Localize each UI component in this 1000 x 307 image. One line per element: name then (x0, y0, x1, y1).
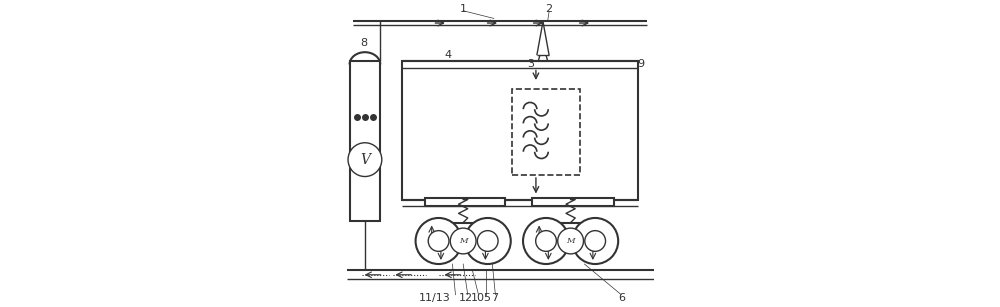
Text: 3: 3 (527, 60, 534, 69)
Circle shape (450, 228, 476, 254)
Text: 1: 1 (460, 4, 467, 14)
Text: 2: 2 (546, 4, 553, 14)
Circle shape (585, 231, 606, 251)
Text: 9: 9 (638, 60, 645, 69)
Text: V: V (360, 153, 370, 167)
Text: M: M (459, 237, 467, 245)
Circle shape (465, 218, 511, 264)
Circle shape (523, 218, 569, 264)
Text: 7: 7 (491, 293, 498, 303)
Circle shape (348, 143, 382, 177)
Circle shape (558, 228, 584, 254)
Text: 5: 5 (483, 293, 490, 303)
Circle shape (572, 218, 618, 264)
Text: 4: 4 (444, 50, 451, 60)
Text: 8: 8 (360, 38, 367, 48)
Circle shape (536, 231, 556, 251)
Text: 12: 12 (459, 293, 473, 303)
Text: 11/13: 11/13 (419, 293, 450, 303)
Text: M: M (566, 237, 575, 245)
Bar (425, 198, 505, 206)
Bar (350, 61, 380, 221)
Bar (512, 89, 580, 175)
Bar (402, 61, 638, 200)
Circle shape (428, 231, 449, 251)
Text: 10: 10 (471, 293, 485, 303)
Text: 6: 6 (618, 293, 625, 303)
Circle shape (477, 231, 498, 251)
Circle shape (416, 218, 462, 264)
Bar (532, 198, 614, 206)
